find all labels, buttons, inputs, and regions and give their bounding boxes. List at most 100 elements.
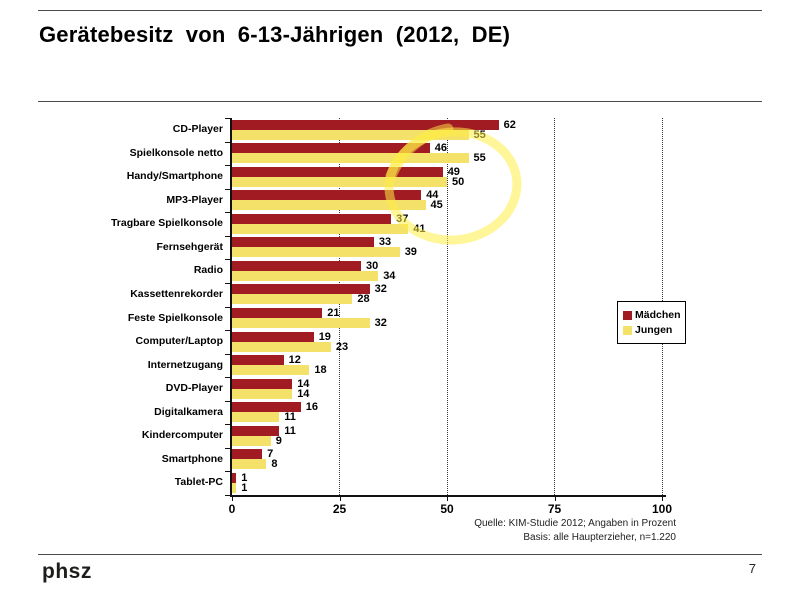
y-tick <box>225 282 230 284</box>
bar-maedchen <box>232 378 293 389</box>
bar-jungen <box>232 412 280 423</box>
slide-title: Gerätebesitz von 6-13-Jährigen (2012, DE… <box>39 22 511 47</box>
x-tick-label-0: 0 <box>228 502 236 516</box>
bar-maedchen <box>232 213 392 224</box>
gridline-75 <box>554 118 555 495</box>
bar-value-label: 8 <box>271 458 278 471</box>
y-axis-line <box>230 118 232 497</box>
bar-jungen <box>232 365 310 376</box>
x-tick-label-100: 100 <box>651 502 673 516</box>
bar-jungen <box>232 176 447 187</box>
y-tick <box>225 306 230 308</box>
bar-value-label: 1 <box>241 471 248 484</box>
bar-maedchen <box>232 472 237 483</box>
bar-jungen <box>232 388 293 399</box>
bar-value-label: 45 <box>430 199 443 212</box>
legend-swatch-maedchen <box>623 310 632 320</box>
bar-jungen <box>232 200 426 211</box>
footer-rule <box>38 554 762 555</box>
bar-jungen <box>232 482 237 493</box>
category-label: CD-Player <box>172 123 223 135</box>
category-label: Feste Spielkonsole <box>127 311 223 324</box>
y-tick <box>225 424 230 426</box>
chart-legend: Mädchen Jungen <box>617 301 686 344</box>
category-label: Radio <box>193 264 223 277</box>
category-label: Kindercomputer <box>141 429 223 442</box>
bar-value-label: 11 <box>284 411 296 424</box>
bar-maedchen <box>232 402 301 413</box>
category-label: Spielkonsole netto <box>129 146 223 159</box>
source-line-2: Basis: alle Haupterzieher, n=1.220 <box>523 531 676 543</box>
category-label: Kassettenrekorder <box>130 287 223 300</box>
bar-value-label: 14 <box>297 387 310 400</box>
y-tick <box>225 400 230 402</box>
category-label: Smartphone <box>161 452 223 465</box>
y-tick <box>225 353 230 355</box>
title-rule <box>38 101 762 102</box>
category-label: MP3-Player <box>166 193 223 206</box>
bar-value-label: 39 <box>404 246 417 259</box>
bar-jungen <box>232 223 409 234</box>
category-label: Digitalkamera <box>154 405 223 418</box>
bar-jungen <box>232 459 267 470</box>
bar-value-label: 21 <box>327 307 340 319</box>
x-tick-50 <box>447 497 448 501</box>
page-number: 7 <box>748 561 756 576</box>
bar-maedchen <box>232 166 443 177</box>
bar-value-label: 7 <box>267 448 274 461</box>
y-tick <box>225 330 230 332</box>
bar-value-label: 19 <box>318 330 331 343</box>
bar-value-label: 46 <box>434 142 448 155</box>
x-tick-0 <box>232 497 233 501</box>
y-tick <box>225 188 230 190</box>
category-label: DVD-Player <box>165 382 223 395</box>
bar-value-label: 62 <box>503 118 516 131</box>
bar-maedchen <box>232 355 284 366</box>
category-label: Fernsehgerät <box>156 240 223 253</box>
bar-value-label: 16 <box>305 401 319 414</box>
y-tick <box>225 212 230 214</box>
y-tick <box>225 165 230 167</box>
bar-value-label: 14 <box>297 377 310 390</box>
legend-item-maedchen: Mädchen <box>623 308 685 322</box>
bar-jungen <box>232 270 379 281</box>
legend-label-jungen: Jungen <box>635 324 673 336</box>
bar-maedchen <box>232 237 374 248</box>
x-axis-line <box>230 495 666 497</box>
legend-swatch-jungen <box>623 325 632 335</box>
bar-maedchen <box>232 190 422 201</box>
top-rule <box>38 10 762 11</box>
y-tick <box>225 118 230 119</box>
bar-value-label: 33 <box>378 236 392 249</box>
bar-value-label: 9 <box>275 434 282 447</box>
category-label: Computer/Laptop <box>135 335 224 348</box>
category-label: Tablet-PC <box>174 476 223 489</box>
bar-maedchen <box>232 331 314 342</box>
y-tick <box>225 377 230 379</box>
bar-maedchen <box>232 143 430 154</box>
bar-value-label: 23 <box>335 340 349 353</box>
bar-value-label: 37 <box>396 212 409 225</box>
x-tick-label-75: 75 <box>547 502 562 516</box>
bar-maedchen <box>232 308 323 318</box>
bar-value-label: 55 <box>473 152 486 165</box>
bar-jungen <box>232 341 331 352</box>
gridline-25 <box>339 118 340 495</box>
gridline-50 <box>446 118 448 495</box>
bar-value-label: 18 <box>314 364 327 377</box>
x-tick-100 <box>662 497 663 501</box>
x-tick-25 <box>339 497 341 501</box>
x-tick-75 <box>554 497 556 501</box>
bar-value-label: 32 <box>374 317 387 329</box>
source-note: Quelle: KIM-Studie 2012; Angaben in Proz… <box>474 517 676 544</box>
y-tick <box>225 495 230 496</box>
legend-item-jungen: Jungen <box>623 323 685 337</box>
bar-jungen <box>232 294 353 305</box>
y-tick <box>225 141 230 143</box>
footer-logo: phsz <box>42 560 92 583</box>
bar-value-label: 30 <box>366 259 379 272</box>
bar-maedchen <box>232 260 361 271</box>
bar-maedchen <box>232 449 263 460</box>
bar-jungen <box>232 247 400 258</box>
bar-value-label: 41 <box>413 222 426 235</box>
